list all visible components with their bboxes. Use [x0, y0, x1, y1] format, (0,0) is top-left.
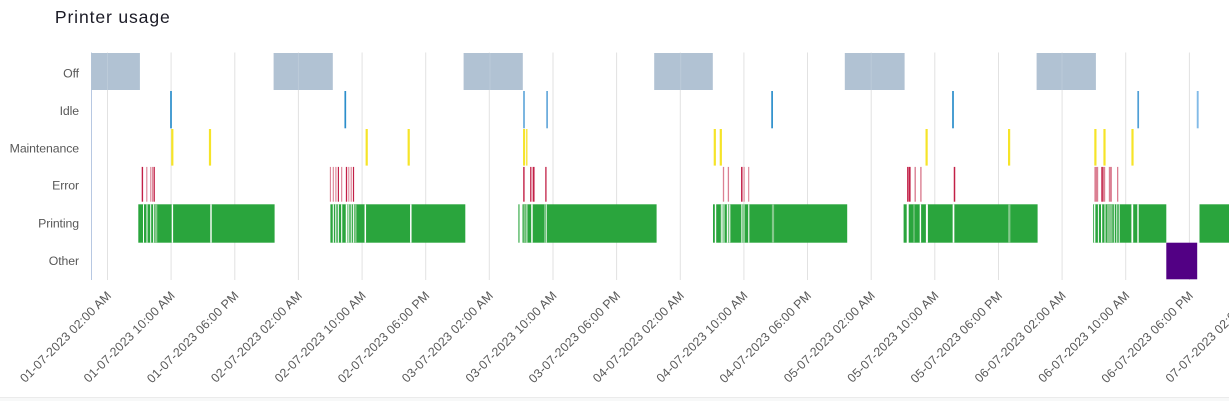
svg-text:Error: Error — [52, 178, 79, 192]
svg-text:Off: Off — [63, 66, 80, 80]
svg-text:Maintenance: Maintenance — [10, 141, 80, 155]
svg-text:Other: Other — [49, 254, 79, 268]
svg-text:Printer usage: Printer usage — [55, 7, 171, 27]
svg-text:Idle: Idle — [60, 104, 80, 118]
svg-text:Printing: Printing — [38, 216, 79, 230]
